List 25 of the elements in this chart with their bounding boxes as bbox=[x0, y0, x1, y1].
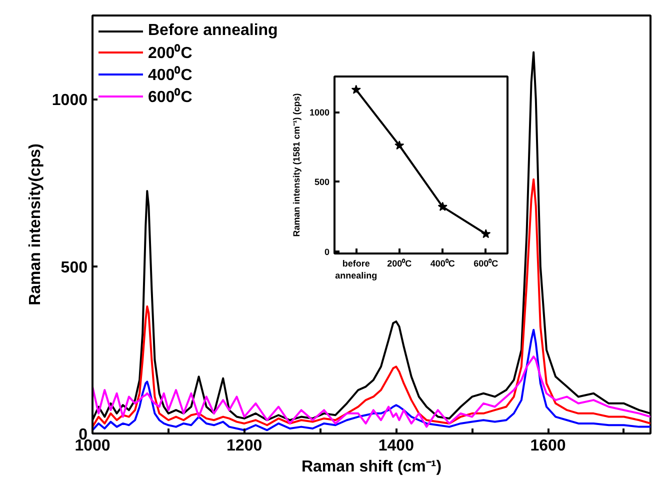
point bbox=[351, 84, 361, 94]
y-tick-label: 1000 bbox=[52, 92, 88, 110]
x-axis-title: Raman shift (cm⁻¹) bbox=[301, 458, 442, 476]
legend-label: 600⁰C bbox=[148, 87, 192, 107]
x-tick-label: 1400 bbox=[378, 438, 414, 454]
legend-label: 200⁰C bbox=[148, 43, 192, 63]
x-tick-label: 1200 bbox=[226, 438, 262, 454]
point bbox=[394, 140, 404, 150]
legend-label: 400⁰C bbox=[148, 65, 192, 85]
y-axis-title: Raman intensity (1581 cm⁻¹) (cps) bbox=[291, 93, 302, 237]
legend-label: Before annealing bbox=[148, 22, 278, 40]
y-tick-label: 500 bbox=[314, 177, 330, 188]
point bbox=[438, 202, 448, 211]
x-tick-label: 600⁰C bbox=[474, 258, 499, 268]
x-tick-label: 400⁰C bbox=[430, 258, 456, 268]
y-tick-label: 1000 bbox=[309, 108, 330, 118]
x-tick-label: 200⁰C bbox=[387, 258, 412, 268]
point bbox=[481, 228, 491, 238]
x-tick-label: before annealing bbox=[335, 258, 378, 280]
line-series bbox=[92, 328, 650, 432]
y-tick-label: 500 bbox=[60, 259, 88, 276]
y-tick-label: 0 bbox=[324, 246, 330, 257]
line-series bbox=[92, 356, 650, 428]
y-axis-title: Raman intensity(cps) bbox=[26, 144, 44, 306]
x-tick-label: 1600 bbox=[530, 438, 566, 454]
